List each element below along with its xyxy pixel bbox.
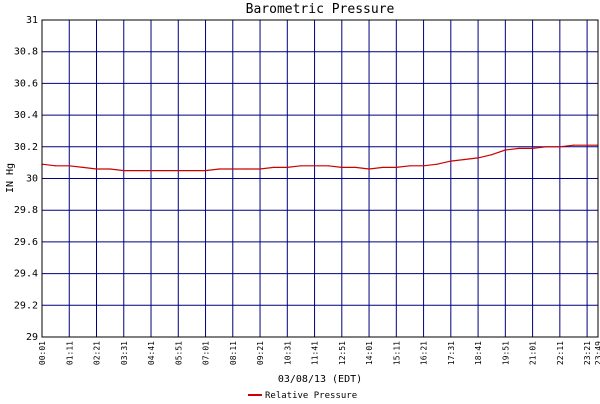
data-point <box>327 165 329 167</box>
x-tick-label: 00:01 <box>38 341 47 365</box>
x-tick-label: 09:21 <box>256 341 265 365</box>
plot-frame <box>41 19 599 338</box>
data-point <box>82 166 84 169</box>
data-point <box>300 165 302 167</box>
x-tick-label: 22:11 <box>556 341 565 365</box>
data-point <box>109 168 111 170</box>
x-tick-label: 10:31 <box>283 341 292 365</box>
y-tick-label: 29.4 <box>14 269 38 280</box>
y-tick-label: 29 <box>26 332 38 343</box>
x-tick-label: 02:21 <box>93 341 102 365</box>
data-point <box>150 169 152 172</box>
legend: Relative Pressure <box>248 391 357 401</box>
x-tick-label: 05:51 <box>174 341 183 365</box>
data-point <box>123 169 125 172</box>
data-point <box>422 165 425 167</box>
y-tick-label: 30.4 <box>14 110 38 121</box>
data-point <box>95 168 98 170</box>
x-tick-label: 15:11 <box>392 341 401 365</box>
data-point <box>286 166 288 169</box>
y-tick-labels: 29 29.2 29.4 29.6 29.8 30 30.2 30.4 30.6 30.8 31 <box>14 15 38 343</box>
data-point <box>518 147 520 149</box>
x-tick-label: 16:21 <box>420 341 429 365</box>
data-point <box>572 144 575 146</box>
data-point <box>491 154 493 156</box>
data-point <box>354 166 357 169</box>
y-axis-label: IN Hg <box>5 163 16 193</box>
data-point <box>245 168 248 170</box>
y-tick-label: 31 <box>26 15 38 26</box>
data-point <box>450 160 452 162</box>
x-tick-label: 23:49 <box>594 341 600 365</box>
legend-label-relative-pressure: Relative Pressure <box>265 391 357 400</box>
chart-title: Barometric Pressure <box>246 2 395 17</box>
series-line-relative-pressure <box>41 144 598 172</box>
x-tick-label: 17:31 <box>447 341 456 365</box>
x-tick-label: 18:41 <box>474 341 483 365</box>
y-tick-label: 30.6 <box>14 78 38 89</box>
y-tick-label: 29.8 <box>14 205 38 216</box>
x-axis-label: 03/08/13 (EDT) <box>278 374 362 385</box>
x-tick-label: 07:01 <box>202 341 211 365</box>
x-tick-label: 23:21 <box>583 341 592 365</box>
data-point <box>218 168 220 170</box>
x-tick-label: 21:01 <box>529 341 538 365</box>
data-point <box>55 165 57 167</box>
data-point <box>504 149 506 151</box>
data-point <box>477 157 479 159</box>
data-point <box>382 166 384 169</box>
x-tick-label: 12:51 <box>338 341 347 365</box>
data-point <box>436 163 438 165</box>
y-tick-label: 29.6 <box>14 237 38 248</box>
x-tick-label: 08:11 <box>229 341 238 365</box>
data-point <box>463 158 466 161</box>
y-tick-label: 30.2 <box>14 142 38 153</box>
x-tick-label: 14:01 <box>365 341 374 365</box>
y-tick-label: 30.8 <box>14 47 38 58</box>
data-point <box>136 169 138 172</box>
x-tick-label: 04:41 <box>147 341 156 365</box>
data-point <box>395 166 397 169</box>
x-tick-label: 11:41 <box>311 341 320 365</box>
data-point <box>545 146 547 148</box>
y-tick-label: 30 <box>26 174 38 185</box>
data-point <box>232 168 234 170</box>
y-tick-label: 29.2 <box>14 300 38 311</box>
data-point <box>368 168 370 170</box>
data-point <box>191 169 193 172</box>
data-point <box>341 166 343 169</box>
x-tick-label: 19:51 <box>501 341 510 365</box>
x-tick-labels: 00:01 01:11 02:21 03:31 04:41 05:51 07:01 08:11… <box>38 341 600 365</box>
x-tick-label: 01:11 <box>65 341 74 365</box>
data-point <box>177 169 179 172</box>
data-point <box>68 165 70 167</box>
data-point <box>313 165 316 167</box>
data-point <box>273 166 275 169</box>
data-point <box>559 146 561 148</box>
data-point <box>586 144 588 146</box>
data-point <box>164 169 166 172</box>
data-point <box>409 165 411 167</box>
data-point <box>531 147 534 149</box>
data-point <box>204 169 207 172</box>
data-point <box>259 168 261 170</box>
x-tick-label: 03:31 <box>120 341 129 365</box>
